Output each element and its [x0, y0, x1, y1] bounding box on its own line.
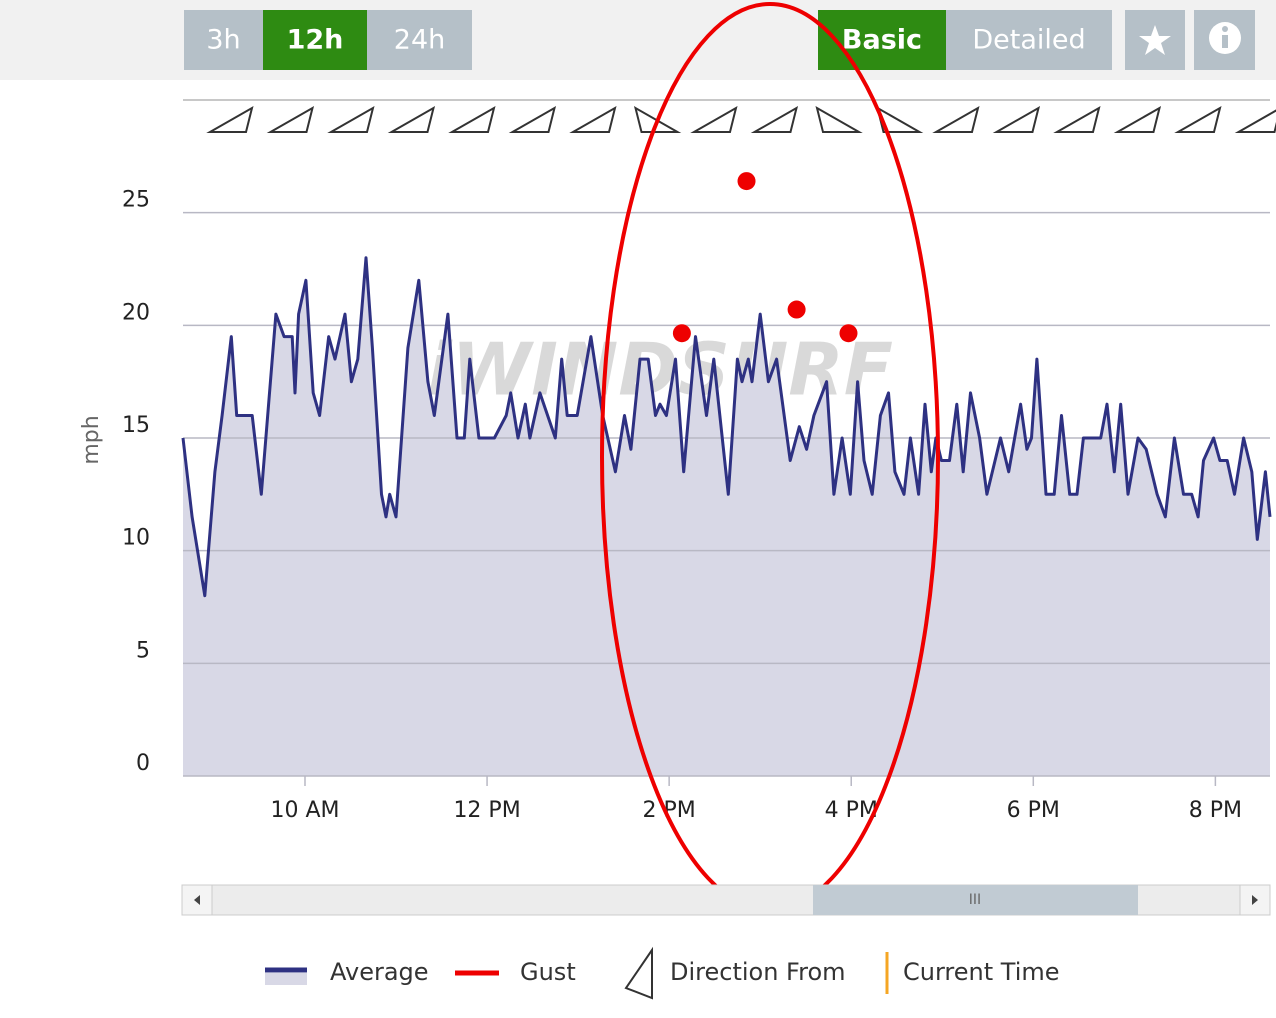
x-tick-label: 6 PM [1007, 798, 1060, 823]
direction-arrow [1239, 108, 1276, 132]
y-tick-label: 15 [122, 413, 150, 438]
direction-arrow [936, 108, 978, 132]
y-axis-label: mph [79, 415, 104, 464]
mode-label: Detailed [972, 25, 1085, 56]
direction-arrow [210, 108, 252, 132]
legend: Average Gust Direction From Current Time [265, 950, 1060, 998]
direction-arrow [513, 108, 555, 132]
legend-label: Average [330, 958, 429, 986]
legend-arrow-swatch [626, 950, 652, 998]
gust-point [673, 324, 691, 342]
direction-arrow [997, 108, 1039, 132]
legend-label: Current Time [903, 958, 1060, 986]
legend-label: Gust [520, 958, 576, 986]
y-tick-label: 10 [122, 526, 150, 551]
direction-arrow [573, 108, 615, 132]
gust-point [738, 172, 756, 190]
gust-point [839, 324, 857, 342]
legend-label: Direction From [670, 958, 846, 986]
range-label: 3h [206, 25, 240, 56]
direction-arrow [755, 108, 797, 132]
range-label: 24h [394, 25, 445, 56]
info-icon-bar [1222, 35, 1228, 48]
scrollbar-grip: III [969, 892, 981, 908]
gust-point [788, 301, 806, 319]
direction-arrow [1057, 108, 1099, 132]
y-tick-label: 25 [122, 188, 150, 213]
y-tick-label: 5 [136, 638, 150, 663]
direction-arrow [271, 108, 313, 132]
x-tick-label: 12 PM [453, 798, 520, 823]
direction-arrow [452, 108, 494, 132]
info-icon-dot [1222, 26, 1228, 32]
mode-label: Basic [842, 25, 922, 56]
x-tick-label: 8 PM [1189, 798, 1242, 823]
direction-arrow [694, 108, 736, 132]
y-tick-label: 20 [122, 300, 150, 325]
direction-arrow [1118, 108, 1160, 132]
direction-arrow [817, 108, 859, 132]
x-tick-label: 10 AM [270, 798, 339, 823]
direction-arrow [1178, 108, 1220, 132]
direction-arrow [392, 108, 434, 132]
range-label: 12h [287, 25, 344, 56]
legend-area-swatch [265, 973, 307, 985]
y-tick-label: 0 [136, 751, 150, 776]
direction-arrow [331, 108, 373, 132]
